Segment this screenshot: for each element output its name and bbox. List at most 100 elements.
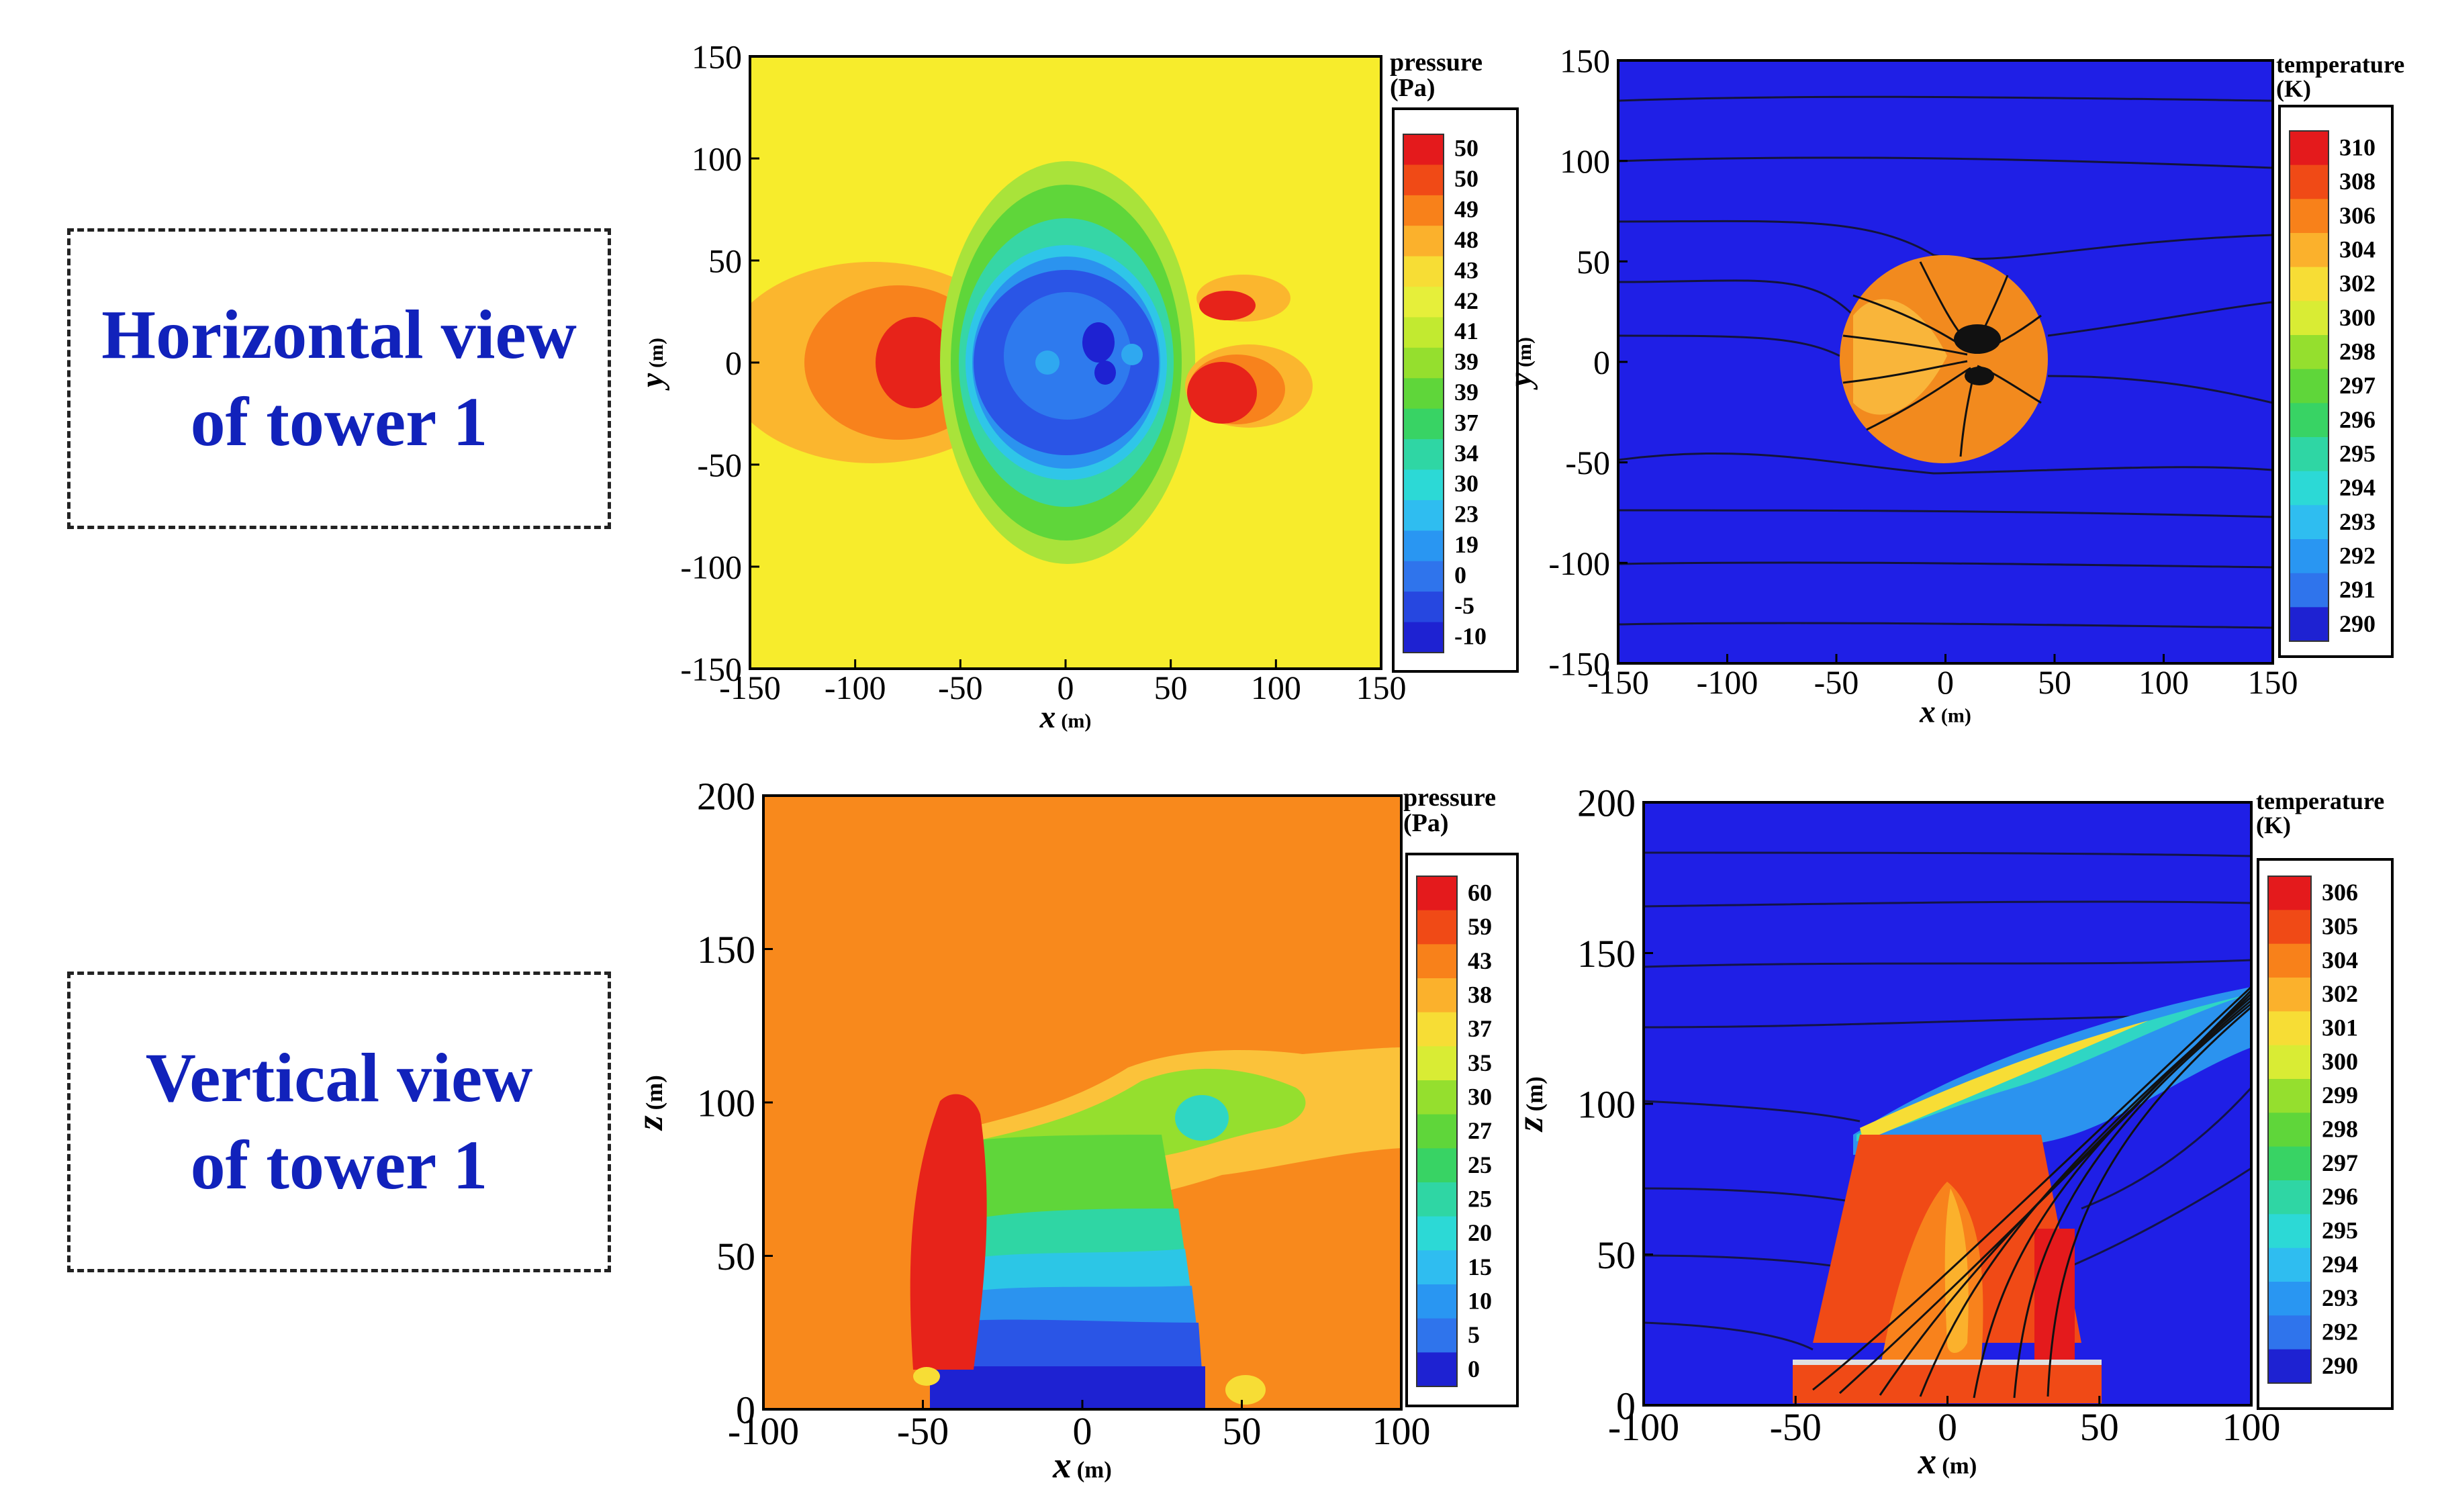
legend-level-label: 30 [1454,470,1478,497]
legend-swatch [2268,1113,2311,1147]
x-tick-label: -50 [938,669,983,706]
legend-level-label: 295 [2339,440,2376,467]
legend-level-label: 37 [1454,409,1478,436]
legend-level-label: 299 [2322,1082,2358,1108]
legend-swatch [1403,561,1444,592]
x-tick-label: -100 [825,669,886,706]
legend-swatch [1417,876,1457,911]
y-tick-label: 200 [697,774,755,818]
legend-level-label: 292 [2339,542,2376,569]
y-axis-symbol: z [1509,1117,1550,1133]
legend-swatch [2268,1214,2311,1249]
legend-swatch [1417,1080,1457,1115]
y-tick-label: 0 [736,1388,755,1431]
y-tick-label: 150 [697,928,755,972]
legend-level-label: 305 [2322,913,2358,940]
contour-dark-spot-1 [1082,322,1115,363]
legend-swatch [1403,530,1444,562]
y-tick-label: 200 [1577,781,1636,824]
legend-swatch [1417,1046,1457,1081]
y-axis-label: z (m) [1509,1076,1550,1133]
legend-swatch [1417,1148,1457,1183]
y-tick-label: -150 [1548,645,1610,683]
legend-level-label: 60 [1468,879,1492,906]
legend-level-label: 37 [1468,1015,1492,1042]
legend-swatch [1417,910,1457,945]
legend-title: temperature [2256,788,2384,814]
legend-swatch [2290,335,2329,370]
legend-swatch [2290,505,2329,540]
legend-swatch [1417,1318,1457,1353]
contour-blue-inner [1004,292,1131,420]
y-tick-label: 0 [725,344,742,382]
y-tick-label: 100 [1577,1082,1636,1126]
legend-level-label: 292 [2322,1319,2358,1345]
legend-swatch [2268,1079,2311,1113]
contour-dark-spot-2 [1094,361,1116,385]
legend-swatch [1403,622,1444,653]
legend-level-label: 59 [1468,913,1492,940]
legend-level-label: 304 [2339,236,2376,263]
legend-level-label: 23 [1454,501,1478,528]
legend-swatch [2268,876,2311,910]
legend-swatch [1417,1182,1457,1217]
legend-level-label: 308 [2339,168,2376,195]
legend-swatch [2290,573,2329,608]
y-tick-label: 100 [692,140,742,178]
legend-unit: (Pa) [1403,809,1449,837]
y-tick-label: 150 [1577,932,1636,976]
legend-swatch [2290,369,2329,404]
legend-swatch [2268,1282,2311,1316]
legend-swatch [1403,134,1444,165]
x-tick-label: 0 [1937,663,1954,701]
legend-swatch [1403,256,1444,287]
y-tick-label: 150 [692,38,742,76]
x-tick-label: 50 [1154,669,1188,706]
legend-level-label: 39 [1454,348,1478,375]
legend-swatch [2290,131,2329,166]
y-axis-label: y (m) [635,338,670,391]
row-label-horizontal-line1: Horizontal view [101,296,577,373]
legend-swatch [1417,1284,1457,1319]
y-tick-label: -100 [1548,545,1610,582]
contour-plume-yellow [1860,1021,2149,1141]
legend-level-label: 297 [2322,1149,2358,1176]
legend-level-label: 5 [1468,1321,1480,1348]
x-tick-label: -100 [1697,663,1758,701]
legend-unit: (K) [2256,812,2291,839]
axes: -150 -100 -50 0 50 100 150 -150 -100 -50 0 50 100 150… [1503,42,2298,730]
x-tick-label: 50 [2038,663,2071,701]
legend-swatch [1403,408,1444,440]
legend-swatch [2268,1247,2311,1282]
legend-level-label: 25 [1468,1151,1492,1178]
x-axis-label: x (m) [1919,695,1971,730]
y-tick-label: 50 [1577,243,1610,281]
x-tick-label: -100 [1608,1405,1679,1449]
legend: temperature(K) 310 308 306 304 302 300 298 297 29… [2276,51,2404,658]
y-tick-label: -150 [680,651,742,688]
streamlines [1618,95,2273,629]
legend-swatch [1417,978,1457,1013]
x-tick-label: 100 [2138,663,2189,701]
y-axis-symbol: y [1503,372,1538,390]
legend-swatch [1417,1250,1457,1285]
legend-swatch [2290,199,2329,234]
legend-level-label: 19 [1454,531,1478,558]
legend: pressure(Pa) 60 59 43 38 37 35 30 27 25 25 20 15 10 5 0 [1403,784,1519,1407]
legend-level-label: 25 [1468,1185,1492,1212]
x-tick-label: 150 [1356,669,1407,706]
legend-level-label: 298 [2339,338,2376,365]
row-label-horizontal-line2: of tower 1 [190,383,488,461]
x-axis-unit: (m) [1061,710,1091,733]
legend-swatch [1417,1216,1457,1251]
contour-red-wall [910,1094,987,1370]
legend-swatch [2268,1011,2311,1046]
x-tick-label: 0 [1058,669,1074,706]
legend-title: temperature [2276,51,2404,78]
legend-swatch [2268,978,2311,1012]
legend-swatch [1403,317,1444,348]
y-tick-label: -100 [680,549,742,586]
legend-level-label: 295 [2322,1217,2358,1244]
legend-swatch [2290,607,2329,642]
